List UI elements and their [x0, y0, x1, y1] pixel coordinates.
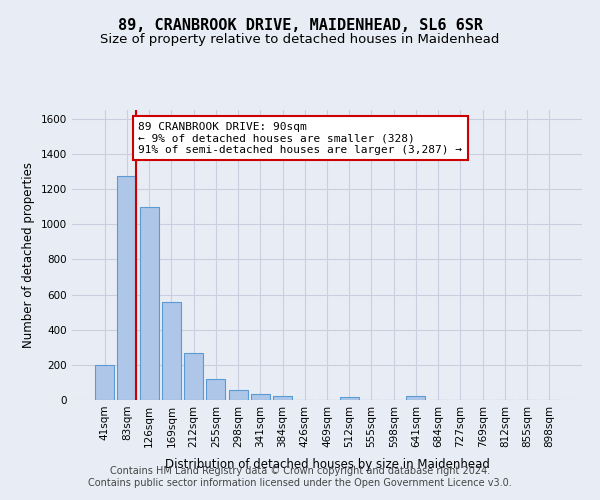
Text: 89, CRANBROOK DRIVE, MAIDENHEAD, SL6 6SR: 89, CRANBROOK DRIVE, MAIDENHEAD, SL6 6SR: [118, 18, 482, 32]
Bar: [251, 394, 270, 400]
Bar: [340, 398, 359, 400]
Bar: [162, 302, 181, 400]
Bar: [118, 176, 136, 400]
Bar: [184, 354, 203, 400]
Bar: [273, 396, 292, 400]
Bar: [140, 206, 158, 400]
Text: 89 CRANBROOK DRIVE: 90sqm
← 9% of detached houses are smaller (328)
91% of semi-: 89 CRANBROOK DRIVE: 90sqm ← 9% of detach…: [139, 122, 463, 154]
Y-axis label: Number of detached properties: Number of detached properties: [22, 162, 35, 348]
Text: Contains HM Land Registry data © Crown copyright and database right 2024.
Contai: Contains HM Land Registry data © Crown c…: [88, 466, 512, 487]
Text: Size of property relative to detached houses in Maidenhead: Size of property relative to detached ho…: [100, 32, 500, 46]
Bar: [406, 396, 425, 400]
Bar: [229, 390, 248, 400]
X-axis label: Distribution of detached houses by size in Maidenhead: Distribution of detached houses by size …: [164, 458, 490, 471]
Bar: [95, 365, 114, 400]
Bar: [206, 379, 225, 400]
